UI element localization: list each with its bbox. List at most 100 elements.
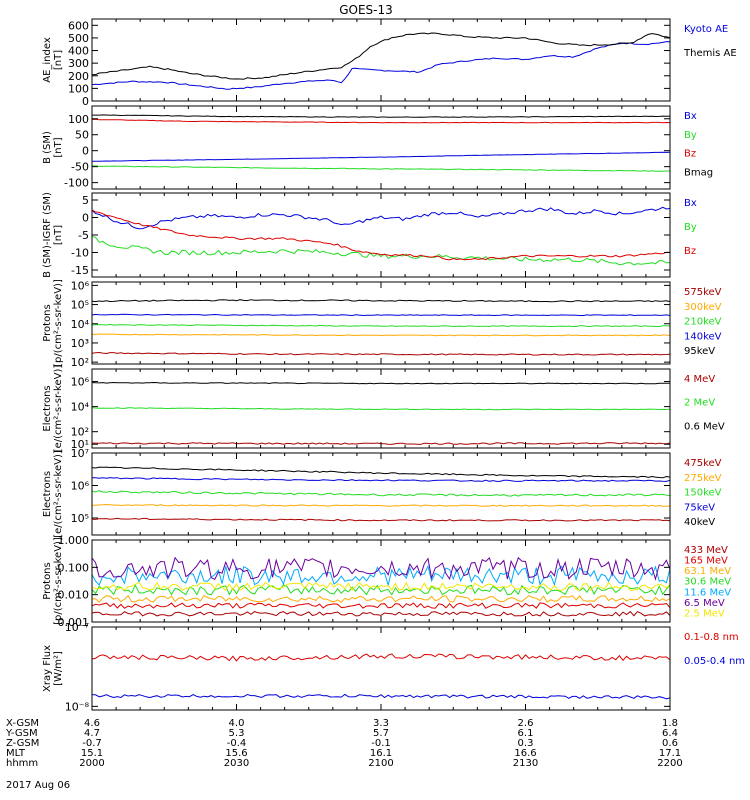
series-line-75kev bbox=[92, 477, 671, 482]
y-tick-label: 300 bbox=[68, 57, 89, 70]
y-tick-label: 10³ bbox=[71, 337, 89, 350]
orbit-value: 3.3 bbox=[373, 718, 389, 729]
orbit-value: 2130 bbox=[513, 758, 538, 769]
legend-label: 75keV bbox=[684, 502, 715, 513]
legend-label: 30.6 MeV bbox=[684, 577, 731, 588]
legend-label: 165 MeV bbox=[684, 556, 728, 567]
legend-label: 575keV bbox=[684, 287, 722, 298]
legend-label: 95keV bbox=[684, 346, 715, 357]
y-tick-label: 10⁷ bbox=[71, 447, 89, 460]
series-line-11-6-mev bbox=[91, 564, 671, 587]
y-tick-label: 5 bbox=[82, 194, 89, 207]
y-tick-label: 10² bbox=[71, 426, 89, 439]
legend-label: Bz bbox=[684, 149, 696, 160]
series-line-6-5-mev bbox=[91, 556, 671, 581]
y-axis-unit: [e/(cm²-s-sr-keV)] bbox=[53, 365, 64, 453]
y-tick-label: 10² bbox=[71, 356, 89, 369]
series-line-63-1-mev bbox=[91, 594, 671, 603]
legend-label: 6.5 MeV bbox=[684, 598, 725, 609]
y-axis-unit: [e/(cm²-s-sr-keV)] bbox=[53, 450, 64, 538]
y-tick-label: 10⁴ bbox=[71, 318, 90, 331]
panel-frame bbox=[91, 452, 671, 536]
orbit-value: 4.7 bbox=[84, 728, 100, 739]
orbit-value: -0.1 bbox=[371, 738, 391, 749]
series-line-0-6-mev bbox=[91, 381, 670, 385]
series-line-kyoto-ae bbox=[91, 41, 671, 90]
series-line-210kev bbox=[91, 323, 671, 328]
legend-label: 140keV bbox=[684, 331, 722, 342]
y-axis-unit: [nT] bbox=[53, 225, 64, 245]
panel-frame bbox=[91, 105, 671, 190]
orbit-row-label: hhmm bbox=[6, 758, 38, 769]
y-tick-label: 100 bbox=[68, 82, 89, 95]
legend-label: 4 MeV bbox=[684, 374, 715, 385]
orbit-row-label: X-GSM bbox=[6, 718, 39, 729]
legend-label: 11.6 MeV bbox=[684, 587, 731, 598]
y-tick-label: -5 bbox=[78, 229, 89, 242]
legend-label: By bbox=[684, 222, 697, 233]
legend-label: 2.5 MeV bbox=[684, 608, 725, 619]
panel-2: -100 -50 0 50 100 B (SM) [nT] Bx By Bz Bmag bbox=[42, 105, 713, 190]
y-axis-label: Electrons bbox=[42, 471, 53, 517]
y-tick-label: 10⁵ bbox=[71, 512, 89, 525]
legend-label: 150keV bbox=[684, 488, 722, 499]
series-line-bmag bbox=[92, 114, 671, 118]
orbit-value: 6.1 bbox=[518, 728, 534, 739]
series-line-bx bbox=[91, 206, 671, 230]
orbit-value: 1.8 bbox=[662, 718, 678, 729]
legend-label: Bx bbox=[684, 198, 697, 209]
y-tick-label: 10⁶ bbox=[71, 480, 90, 493]
series-line-2-mev bbox=[91, 407, 671, 411]
legend-label: 275keV bbox=[684, 473, 722, 484]
y-axis-label: Xray Flux bbox=[42, 645, 53, 692]
y-tick-label: -10 bbox=[71, 247, 89, 260]
y-tick-label: -100 bbox=[64, 177, 89, 190]
y-tick-label: 600 bbox=[68, 19, 89, 32]
panel-7: 0.001 0.010 0.100 1.000 Protons [p/(cm²-s-sr-… bbox=[42, 534, 731, 629]
series-line-165-mev bbox=[91, 602, 671, 609]
panel-3: -15 -10 -5 0 5 B (SM)-IGRF (SM) [nT] Bx By Bz bbox=[42, 192, 697, 278]
legend-label: 0.6 MeV bbox=[684, 421, 725, 432]
orbit-value: 16.6 bbox=[514, 748, 536, 759]
orbit-value: 2.6 bbox=[518, 718, 534, 729]
y-axis-label: B (SM) bbox=[42, 131, 53, 164]
orbit-value: 15.6 bbox=[225, 748, 247, 759]
series-line-2-5-mev bbox=[91, 581, 671, 592]
y-tick-label: 50 bbox=[75, 129, 89, 142]
plot-title: GOES-13 bbox=[339, 3, 393, 17]
legend-label: Kyoto AE bbox=[684, 24, 728, 35]
series-line-475kev bbox=[91, 517, 671, 522]
orbit-value: 2000 bbox=[79, 758, 104, 769]
panel-6: 10⁵ 10⁶ 10⁷ Electrons [e/(cm²-s-sr-keV)] 475k… bbox=[42, 447, 722, 538]
y-tick-label: 0.001 bbox=[58, 616, 90, 629]
series-line-275kev bbox=[92, 503, 671, 507]
y-tick-label: 500 bbox=[68, 32, 89, 45]
y-tick-label: 1.000 bbox=[58, 534, 90, 547]
series-line-themis-ae bbox=[92, 32, 671, 80]
orbit-row-label: Z-GSM bbox=[6, 738, 39, 749]
footer-date: 2017 Aug 06 bbox=[6, 780, 70, 791]
orbit-value: 2100 bbox=[368, 758, 393, 769]
orbit-value: 5.3 bbox=[229, 728, 245, 739]
panel-frame bbox=[91, 18, 671, 102]
y-axis-label: Electrons bbox=[42, 385, 53, 431]
y-tick-label: 0 bbox=[82, 212, 89, 225]
series-line-bx bbox=[91, 151, 671, 162]
y-tick-label: -15 bbox=[71, 264, 89, 277]
orbit-value: 4.0 bbox=[229, 718, 245, 729]
legend-label: 475keV bbox=[684, 458, 722, 469]
y-tick-label: 10⁵ bbox=[71, 299, 89, 312]
orbit-value: 0.3 bbox=[518, 738, 534, 749]
series-line-0-05-0-4-nm bbox=[92, 693, 671, 700]
y-tick-label: 10⁻⁸ bbox=[65, 700, 90, 713]
y-axis-label: Protons bbox=[42, 304, 53, 341]
y-tick-label: 10⁶ bbox=[71, 279, 90, 292]
legend-label: 63.1 MeV bbox=[684, 566, 731, 577]
panel-frame bbox=[91, 192, 671, 278]
series-line-0-1-0-8-nm bbox=[91, 653, 671, 662]
y-axis-label: Protons bbox=[42, 562, 53, 599]
y-tick-label: 200 bbox=[68, 70, 89, 83]
